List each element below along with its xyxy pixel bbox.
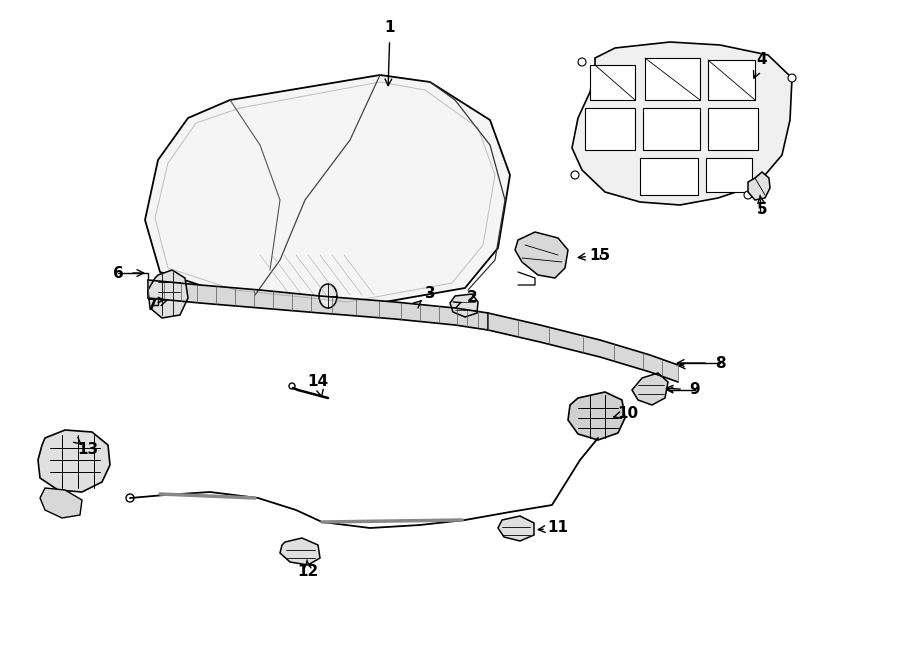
Polygon shape: [515, 232, 568, 278]
Polygon shape: [643, 108, 700, 150]
Polygon shape: [568, 392, 625, 440]
Ellipse shape: [319, 284, 337, 308]
Polygon shape: [280, 538, 320, 565]
Text: 12: 12: [297, 564, 319, 580]
Polygon shape: [708, 108, 758, 150]
Text: 10: 10: [617, 405, 639, 420]
Ellipse shape: [578, 58, 586, 66]
Ellipse shape: [289, 383, 295, 389]
Text: 5: 5: [757, 202, 768, 217]
Polygon shape: [40, 488, 82, 518]
Text: 11: 11: [547, 520, 569, 535]
Polygon shape: [145, 75, 510, 308]
Polygon shape: [148, 270, 188, 318]
Polygon shape: [450, 294, 478, 317]
Ellipse shape: [126, 494, 134, 502]
Text: 8: 8: [715, 356, 725, 371]
Polygon shape: [572, 42, 792, 205]
Polygon shape: [590, 65, 635, 100]
Ellipse shape: [788, 74, 796, 82]
Text: 1: 1: [385, 20, 395, 36]
Polygon shape: [748, 172, 770, 200]
Polygon shape: [640, 158, 698, 195]
Polygon shape: [585, 108, 635, 150]
Polygon shape: [488, 313, 678, 382]
Text: 14: 14: [308, 375, 328, 389]
Polygon shape: [632, 373, 668, 405]
Polygon shape: [706, 158, 752, 192]
Polygon shape: [148, 280, 488, 330]
Text: 4: 4: [757, 52, 768, 67]
Polygon shape: [498, 516, 534, 541]
Text: 3: 3: [425, 286, 436, 301]
Text: 9: 9: [689, 383, 700, 397]
Text: 15: 15: [590, 247, 610, 262]
Polygon shape: [38, 430, 110, 492]
Ellipse shape: [571, 171, 579, 179]
Polygon shape: [645, 58, 700, 100]
Text: 2: 2: [466, 290, 477, 305]
Ellipse shape: [744, 191, 752, 199]
Text: 13: 13: [77, 442, 99, 457]
Text: 6: 6: [112, 266, 123, 280]
Text: 7: 7: [147, 297, 158, 313]
Polygon shape: [708, 60, 755, 100]
